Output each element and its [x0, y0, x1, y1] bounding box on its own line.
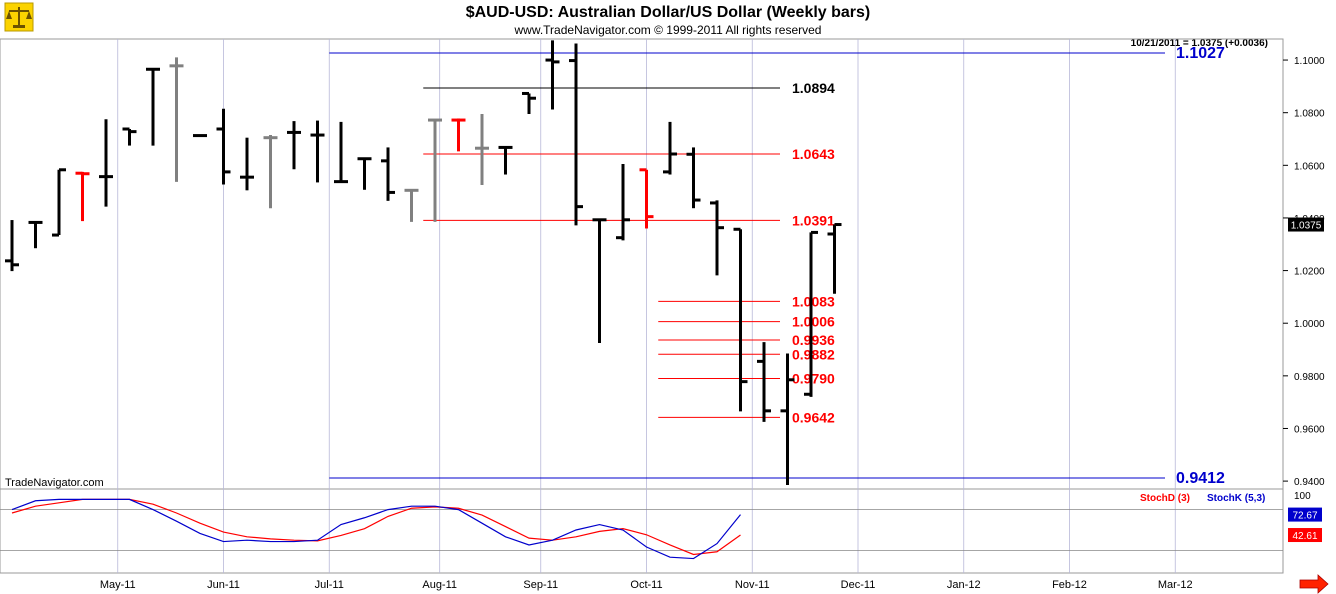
level-label: 0.9936 [792, 332, 835, 348]
level-label: 1.0083 [792, 293, 835, 309]
copyright-text: www.TradeNavigator.com © 1999-2011 All r… [514, 23, 822, 37]
price-bars [5, 40, 842, 486]
ohlc-bar [52, 168, 66, 237]
ohlc-bar [5, 220, 19, 272]
ohlc-bar [357, 157, 372, 190]
stoch-d-badge [1288, 528, 1322, 543]
ohlc-bar [616, 164, 630, 241]
ohlc-bar [710, 200, 724, 276]
stochastic-panel: StochD (3) StochK (5,3) 100 72.67 42.61 [0, 491, 1322, 560]
stoch-d-legend: StochD (3) [1140, 493, 1190, 504]
month-tick-label: Aug-11 [422, 579, 457, 591]
level-label: 0.9642 [792, 409, 835, 425]
ohlc-bar [99, 119, 113, 207]
month-tick-label: Jan-12 [947, 579, 981, 591]
last-quote-text: 10/21/2011 = 1.0375 (+0.0036) [1131, 38, 1268, 49]
month-tick-label: Feb-12 [1052, 579, 1087, 591]
support-resistance-levels: 1.1027 1.0894 1.0643 1.0391 1.0083 1.0006 0.99… [329, 45, 1225, 487]
level-label: 1.0643 [792, 146, 835, 162]
month-tick-label: Sep-11 [523, 579, 558, 591]
stoch-d-line [11, 498, 741, 556]
price-tick-label: 0.9400 [1294, 477, 1325, 488]
ohlc-bar [169, 57, 184, 182]
ohlc-bar [28, 220, 43, 249]
last-price-label: 1.0375 [1291, 221, 1322, 232]
ohlc-bar [146, 67, 160, 146]
level-label: 0.9882 [792, 346, 835, 362]
stoch-k-line [11, 498, 741, 560]
price-tick-label: 0.9600 [1294, 424, 1325, 435]
ohlc-bar [827, 223, 842, 294]
stoch-k-legend: StochK (5,3) [1207, 493, 1265, 504]
price-axis: 1.10001.08001.06001.04001.02001.00000.98… [1283, 56, 1325, 488]
ohlc-bar [216, 108, 231, 185]
stoch-d-last-label: 42.61 [1292, 531, 1317, 542]
price-tick-label: 1.0000 [1294, 319, 1325, 330]
chart-title: $AUD-USD: Australian Dollar/US Dollar (W… [466, 4, 871, 21]
level-label: 1.0391 [792, 212, 835, 228]
price-tick-label: 1.1000 [1294, 56, 1325, 67]
ohlc-bar [686, 147, 701, 209]
level-label: 0.9790 [792, 370, 835, 386]
vertical-gridlines [117, 39, 1176, 573]
ohlc-bar [451, 118, 466, 152]
stoch-panel-frame [0, 488, 1284, 574]
level-label: 1.0006 [792, 314, 835, 330]
month-tick-label: Oct-11 [630, 579, 662, 591]
ohlc-bar [122, 127, 137, 146]
stoch-top-tick-label: 100 [1294, 491, 1311, 502]
price-tick-label: 1.0200 [1294, 267, 1325, 278]
ohlc-bar [757, 342, 771, 422]
ohlc-bar [287, 121, 301, 170]
ohlc-bar [475, 114, 489, 186]
watermark-text: TradeNavigator.com [5, 477, 104, 489]
ohlc-bar [733, 227, 748, 412]
ohlc-bar [780, 353, 795, 486]
ohlc-bar [263, 135, 278, 209]
ohlc-bar [428, 118, 442, 222]
price-tick-label: 0.9800 [1294, 372, 1325, 383]
ohlc-bar [804, 230, 818, 397]
price-panel-frame [0, 38, 1284, 490]
level-label: 0.9412 [1176, 470, 1225, 487]
ohlc-bar [240, 137, 254, 191]
price-tick-label: 1.0800 [1294, 109, 1325, 120]
ohlc-bar [592, 218, 607, 343]
ohlc-bar [498, 145, 513, 175]
month-tick-label: Dec-11 [841, 579, 876, 591]
stoch-k-badge [1288, 507, 1322, 522]
ohlc-bar [381, 147, 395, 201]
level-label: 1.0894 [792, 80, 835, 96]
level-label: 1.1027 [1176, 45, 1225, 62]
month-tick-label: Nov-11 [735, 579, 770, 591]
month-tick-label: Mar-12 [1158, 579, 1193, 591]
month-tick-label: Jul-11 [315, 579, 344, 591]
ohlc-bar [639, 168, 654, 229]
price-tick-label: 1.0600 [1294, 161, 1325, 172]
ohlc-bar [75, 171, 90, 222]
month-tick-label: Jun-11 [207, 579, 240, 591]
ohlc-bar [334, 121, 348, 184]
ohlc-bar [663, 121, 677, 175]
ohlc-bar [404, 188, 419, 222]
stoch-k-last-label: 72.67 [1292, 511, 1317, 522]
right-arrow-icon[interactable] [1299, 574, 1329, 594]
time-axis: May-11 Jun-11 Jul-11 Aug-11 Sep-11 Oct-11 Nov-… [100, 579, 1193, 591]
ohlc-bar [522, 91, 536, 114]
ohlc-bar [545, 40, 560, 110]
last-price-badge [1288, 217, 1324, 232]
ohlc-bar [569, 43, 583, 226]
ohlc-bar [310, 120, 325, 183]
logo-scales-icon [4, 2, 34, 32]
month-tick-label: May-11 [100, 579, 136, 591]
